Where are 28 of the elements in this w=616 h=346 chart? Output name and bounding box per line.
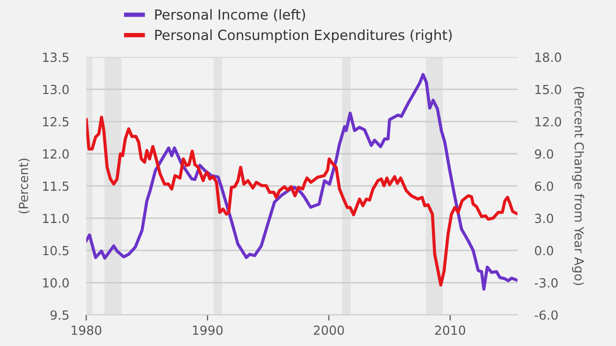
y2-tick-label: 12.0 (535, 117, 562, 126)
line-series (86, 72, 518, 291)
y2-tick-label: -3.0 (534, 278, 558, 288)
x-tick-label: 1990 (193, 325, 223, 335)
x-tick-label: 2000 (314, 325, 344, 335)
y-tick-label: 9.5 (50, 310, 68, 320)
y2-tick-label: 6.0 (534, 181, 554, 191)
y-tick-label: 12.0 (43, 149, 69, 159)
line-series (86, 116, 518, 287)
y-tick-label: 11.5 (43, 182, 68, 191)
y-tick-label: 11.0 (43, 214, 69, 224)
y-tick-label: 10.0 (43, 278, 69, 288)
y-tick-label: 12.5 (43, 117, 68, 126)
y2-tick-label: 9.0 (534, 149, 554, 159)
y2-tick-label: 3.0 (535, 214, 554, 224)
x-tick-label: 1980 (72, 325, 102, 335)
y2-tick-label: -6.0 (534, 310, 558, 320)
legend-label: Personal Consumption Expenditures (right) (155, 29, 452, 43)
y-tick-label: 13.5 (43, 52, 68, 62)
y-tick-label: 10.5 (43, 246, 68, 256)
x-tick-label: 2010 (435, 325, 466, 335)
legend-label: Personal Income (left) (155, 9, 306, 22)
y2-tick-label: 15.0 (535, 84, 562, 94)
y2-axis-title: (Percent Change from Year Ago) (572, 86, 584, 286)
y-tick-label: 13.0 (43, 84, 69, 94)
y2-tick-label: 0.0 (534, 246, 554, 256)
y-axis-title: (Percent) (18, 158, 30, 214)
y2-tick-label: 18.0 (535, 52, 562, 62)
